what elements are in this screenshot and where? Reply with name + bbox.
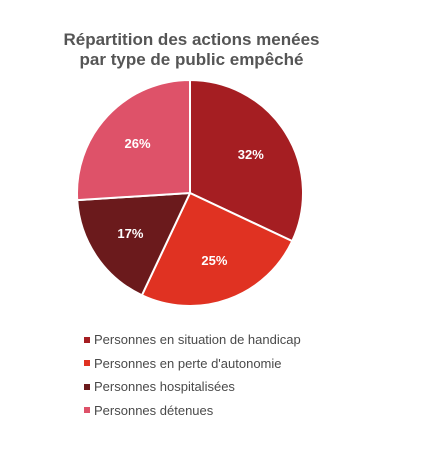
data-label-hospitalisees: 17% xyxy=(117,226,143,241)
legend-item-detenues: Personnes détenues xyxy=(84,399,301,423)
chart-title-line-2: par type de public empêché xyxy=(79,50,304,69)
legend-label-hospitalisees: Personnes hospitalisées xyxy=(94,379,235,395)
pie-slice-perte-autonomie xyxy=(140,192,294,307)
legend-label-detenues: Personnes détenues xyxy=(94,402,214,418)
legend-swatch-hospitalisees xyxy=(84,383,90,390)
data-label-perte-autonomie: 25% xyxy=(201,253,227,268)
legend-label-perte-autonomie: Personnes en perte d'autonomie xyxy=(94,355,282,371)
pie-slice-handicap xyxy=(189,79,304,243)
legend-item-handicap: Personnes en situation de handicap xyxy=(84,328,301,352)
chart-title: Répartition des actions menées par type … xyxy=(0,30,383,70)
legend-swatch-perte-autonomie xyxy=(84,360,90,367)
data-label-detenues: 26% xyxy=(124,136,150,151)
legend-swatch-handicap xyxy=(84,336,90,343)
legend-item-perte-autonomie: Personnes en perte d'autonomie xyxy=(84,352,301,376)
pie-slice-detenues xyxy=(76,79,191,202)
legend-swatch-detenues xyxy=(84,407,90,414)
chart-title-line-1: Répartition des actions menées xyxy=(63,30,320,49)
pie-slice-hospitalisees xyxy=(76,192,191,297)
legend-label-handicap: Personnes en situation de handicap xyxy=(94,332,301,348)
data-label-handicap: 32% xyxy=(238,147,264,162)
chart-legend: Personnes en situation de handicap Perso… xyxy=(84,328,301,422)
legend-item-hospitalisees: Personnes hospitalisées xyxy=(84,375,301,399)
